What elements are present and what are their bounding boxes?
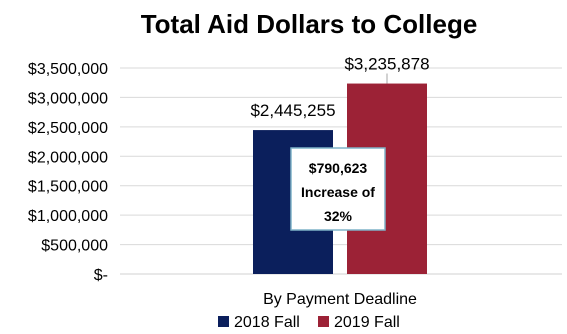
annotation-box (290, 147, 386, 231)
legend-label: 2019 Fall (334, 314, 400, 331)
legend-label: 2018 Fall (234, 314, 300, 331)
y-tick-label: $3,500,000 (28, 61, 108, 78)
annotation-line: $790,623 (309, 160, 368, 176)
y-tick-label: $1,500,000 (28, 179, 108, 196)
y-tick-label: $500,000 (41, 238, 108, 255)
annotation-line: 32% (324, 208, 353, 224)
data-labels: $2,445,255 $3,235,878 (250, 55, 429, 121)
legend: 2018 Fall 2019 Fall (218, 314, 400, 331)
y-axis-tick-labels: $- $500,000 $1,000,000 $1,500,000 $2,000,000… (28, 61, 108, 284)
y-tick-label: $- (94, 267, 108, 284)
data-label: $3,235,878 (344, 55, 429, 74)
increase-annotation: $790,623 Increase of 32% (290, 147, 386, 231)
data-label: $2,445,255 (250, 101, 335, 120)
y-tick-label: $3,000,000 (28, 90, 108, 107)
y-tick-label: $2,000,000 (28, 149, 108, 166)
legend-swatch (318, 316, 329, 327)
y-tick-label: $2,500,000 (28, 120, 108, 137)
annotation-line: Increase of (301, 184, 375, 200)
chart-title: Total Aid Dollars to College (141, 9, 478, 39)
legend-swatch (218, 316, 229, 327)
x-axis-label: By Payment Deadline (263, 291, 417, 308)
y-tick-label: $1,000,000 (28, 208, 108, 225)
